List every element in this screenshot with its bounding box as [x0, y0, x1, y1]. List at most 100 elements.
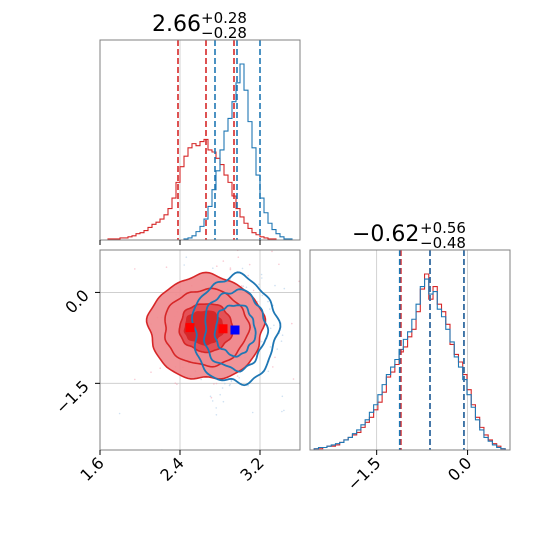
param2-hist-xtick-label-1: 0.0	[444, 453, 475, 484]
param2-title-upper: +0.56	[420, 219, 466, 237]
joint-scatter-point-blue	[260, 273, 263, 276]
joint-scatter-point-red	[165, 266, 168, 269]
joint-scatter-point-blue	[222, 400, 225, 403]
joint-scatter-point-blue	[280, 340, 283, 343]
joint-marker-red-0	[185, 323, 195, 333]
joint-scatter-point-red	[248, 263, 251, 266]
joint-scatter-point-red	[210, 396, 213, 399]
joint-scatter-point-blue	[281, 410, 283, 413]
joint-scatter-point-blue	[247, 384, 249, 387]
joint-scatter-point-red	[237, 256, 240, 259]
joint-contours	[145, 271, 282, 387]
joint-scatter-point-red	[127, 227, 129, 229]
joint-scatter-point-red	[159, 367, 161, 370]
joint-scatter-point-blue	[228, 384, 231, 387]
joint-ytick-label-1: −1.5	[52, 377, 93, 418]
joint-scatter-point-blue	[274, 284, 276, 287]
joint-contour-red-line-1	[164, 287, 251, 368]
joint-xtick-label-1: 2.4	[156, 453, 187, 484]
param2-histogram-grid	[376, 250, 468, 450]
joint-scatter-point-red	[274, 356, 276, 359]
joint-scatter-point-red	[229, 267, 232, 269]
joint-scatter-point-red	[185, 213, 187, 215]
joint-scatter-point-red	[222, 260, 225, 262]
joint-scatter-point-red	[278, 263, 280, 266]
joint-scatter-point-blue	[183, 264, 185, 266]
param1-title: 2.66 +0.28 −0.28	[152, 9, 247, 42]
param1-histogram-panel	[99, 39, 301, 241]
joint-scatter-point-blue	[283, 409, 285, 412]
joint-scatter-point-blue	[212, 267, 214, 270]
joint-scatter-point-blue	[241, 267, 244, 270]
joint-scatter-point-red	[252, 289, 255, 292]
joint-markers	[185, 323, 240, 335]
joint-scatter-point-blue	[118, 412, 121, 415]
param2-title-lower: −0.48	[420, 234, 466, 252]
joint-scatter-point-blue	[269, 327, 272, 330]
joint-scatter-point-red	[352, 314, 354, 316]
joint-scatter-point-red	[150, 371, 152, 374]
param2-hist-series-blue-step	[310, 278, 510, 451]
joint-scatter-point-red	[247, 274, 249, 277]
param1-histogram-frame	[99, 39, 301, 241]
joint-ytick-label-0: 0.0	[61, 286, 92, 317]
param2-title-value: −0.62	[352, 222, 419, 247]
joint-scatter-point-red	[236, 375, 239, 377]
joint-scatter-point-blue	[276, 348, 279, 350]
joint-scatter-point-blue	[267, 370, 270, 373]
param2-histogram-frame	[309, 249, 511, 451]
joint-scatter-point-red	[134, 268, 136, 270]
joint-scatter-point-red	[292, 378, 295, 380]
joint-scatter-point-blue	[256, 300, 259, 303]
joint-marker-blue-2	[230, 325, 240, 335]
joint-scatter-point-red	[272, 366, 274, 368]
joint-scatter-point-blue	[258, 283, 260, 286]
param1-hist-series-blue-step	[180, 63, 296, 241]
joint-scatter-point-red	[174, 382, 177, 385]
param1-title-upper: +0.28	[201, 9, 247, 27]
joint-scatter-point-red	[216, 265, 218, 268]
joint-scatter-point-blue	[221, 387, 224, 389]
joint-scatter-point-blue	[241, 224, 243, 226]
joint-scatter-point-red	[291, 322, 293, 325]
param1-histogram-series	[100, 63, 300, 241]
joint-contour-red-line-0	[145, 271, 267, 380]
param1-histogram-quantile-lines	[177, 40, 261, 240]
joint-scatter-point-blue	[224, 382, 226, 385]
param2-histogram-quantile-lines	[398, 250, 465, 450]
joint-scatter-point-blue	[260, 340, 263, 343]
joint-scatter-point-blue	[251, 411, 254, 414]
joint-contour-blue-line-2	[213, 304, 257, 358]
joint-scatter-point-blue	[200, 378, 202, 381]
param2-hist-xtick-label-0: −1.5	[344, 453, 385, 494]
joint-scatter-point-blue	[281, 334, 284, 337]
joint-scatter-point-blue	[211, 400, 214, 402]
joint-scatter-point-red	[240, 285, 243, 287]
joint-scatter-point-blue	[209, 395, 212, 398]
joint-scatter-point-red	[229, 268, 232, 271]
joint-scatter-point-blue	[230, 380, 233, 383]
param1-title-lower: −0.28	[201, 24, 247, 42]
joint-scatter-point-blue	[215, 407, 217, 409]
joint-contour-blue-line-0	[191, 271, 282, 387]
joint-scatter-point-blue	[238, 377, 240, 379]
joint-scatter-point-red	[271, 250, 273, 253]
joint-xtick-label-0: 1.6	[76, 453, 107, 484]
joint-scatter-point-blue	[269, 308, 271, 310]
param2-histogram-panel	[309, 249, 511, 451]
joint-scatter-point-red	[215, 382, 218, 385]
param2-title: −0.62 +0.56 −0.48	[352, 219, 466, 252]
param1-title-value: 2.66	[152, 12, 201, 37]
param2-histogram-series	[310, 273, 510, 451]
joint-scatter-point-red	[213, 383, 215, 385]
joint-scatter-point-blue	[215, 414, 218, 416]
param1-hist-series-red-step	[100, 138, 300, 241]
joint-scatter-point-blue	[281, 395, 284, 398]
joint-scatter-point-blue	[261, 294, 264, 297]
joint-contour-frame	[99, 249, 301, 451]
joint-scatter-point-blue	[269, 346, 272, 348]
joint-scatter-point-blue	[283, 287, 286, 290]
joint-scatter-point-blue	[242, 285, 245, 288]
joint-scatter-point-blue	[273, 324, 275, 327]
